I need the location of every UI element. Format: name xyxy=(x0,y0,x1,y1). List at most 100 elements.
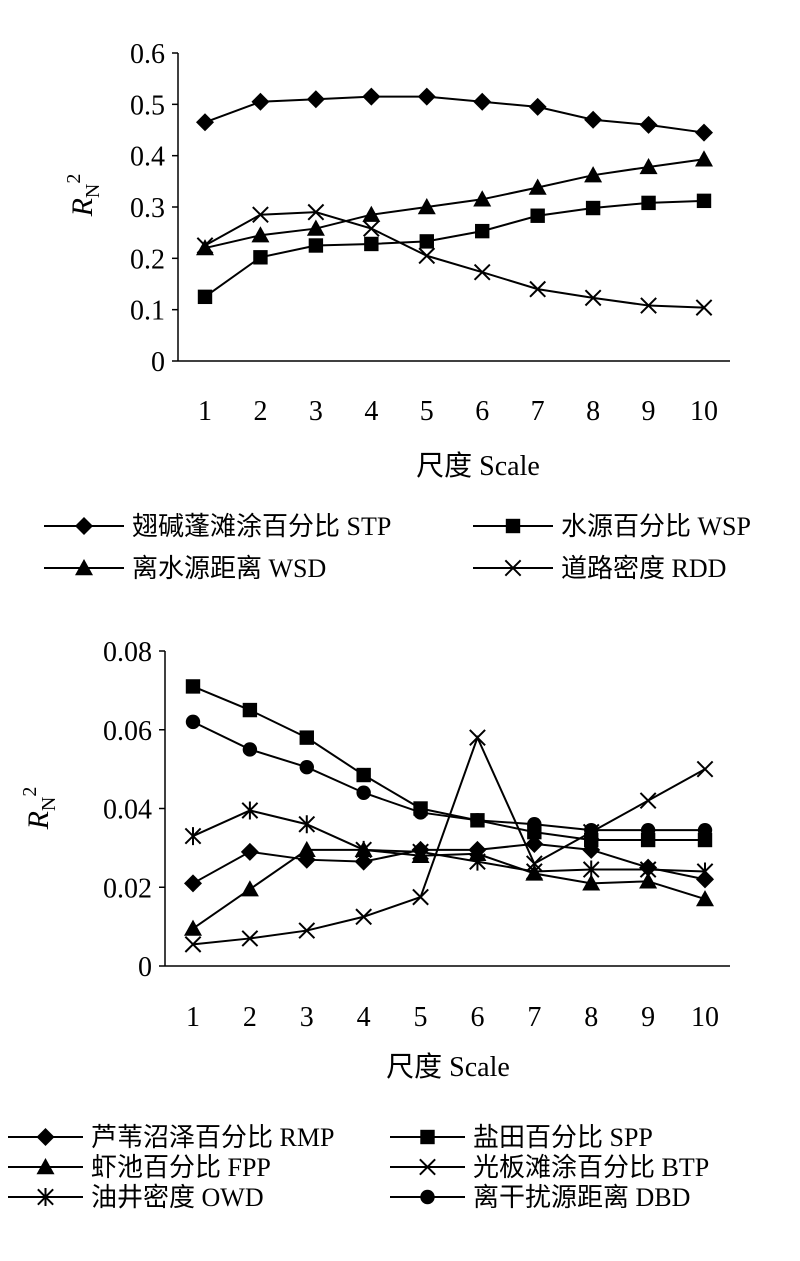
data-point xyxy=(242,742,258,757)
x-tick-label: 2 xyxy=(253,396,267,427)
legend-label: 光板滩涂百分比 BTP xyxy=(473,1153,709,1182)
data-point xyxy=(639,792,657,809)
y-axis-label-main: R xyxy=(66,198,99,217)
legend-label: 离水源距离 WSD xyxy=(132,554,326,583)
x-tick-label: 4 xyxy=(364,396,378,427)
y-tick-label: 0.2 xyxy=(130,244,165,275)
data-point-shape xyxy=(528,97,547,116)
x-tick-label: 3 xyxy=(309,396,323,427)
data-point xyxy=(527,817,542,832)
data-point-shape xyxy=(253,250,268,265)
legend-item: 虾池百分比 FPP xyxy=(8,1153,271,1182)
y-axis-label-sup: 2 xyxy=(63,174,85,184)
data-point xyxy=(184,935,202,953)
data-point xyxy=(253,250,268,265)
data-point-shape xyxy=(185,679,201,694)
data-point-shape xyxy=(584,289,602,307)
data-point xyxy=(184,874,202,893)
data-point xyxy=(412,842,429,861)
data-point-shape xyxy=(696,862,714,881)
y-tick-label: 0.4 xyxy=(130,142,165,173)
legend-label: 道路密度 RDD xyxy=(561,554,726,583)
data-point-shape xyxy=(196,237,214,254)
data-point-shape xyxy=(197,289,213,305)
data-point xyxy=(196,113,214,132)
legend-label: 芦苇沼泽百分比 RMP xyxy=(91,1123,334,1152)
data-point xyxy=(696,862,714,881)
legend-marker xyxy=(420,1129,435,1145)
data-point xyxy=(697,832,713,848)
data-point-shape xyxy=(697,832,713,848)
series-line xyxy=(204,211,705,309)
data-point-shape xyxy=(240,842,259,861)
data-point-shape xyxy=(584,822,599,838)
data-point xyxy=(695,299,713,316)
y-tick-label: 0.04 xyxy=(103,795,152,826)
data-point xyxy=(640,832,656,848)
legend-marker-shape xyxy=(37,1188,54,1206)
data-point-shape xyxy=(696,193,712,209)
data-point xyxy=(307,203,325,221)
legend-marker-shape xyxy=(75,559,93,576)
legend: 芦苇沼泽百分比 RMP 盐田百分比 SPP 虾池百分比 FPP 光板滩涂百分比 BTP… xyxy=(8,1123,709,1212)
data-point-shape xyxy=(639,157,658,175)
data-point-shape xyxy=(473,263,491,281)
data-point xyxy=(470,813,485,828)
data-point-shape xyxy=(639,872,658,889)
data-point-shape xyxy=(307,203,325,221)
data-point-shape xyxy=(362,205,381,222)
data-point-shape xyxy=(417,87,436,106)
data-point-shape xyxy=(355,908,373,926)
data-point xyxy=(252,206,269,224)
data-point-shape xyxy=(184,919,202,936)
legend-item: 翅碱蓬滩涂百分比 STP xyxy=(44,512,391,541)
legend-item: 光板滩涂百分比 BTP xyxy=(390,1153,709,1182)
data-point-shape xyxy=(185,714,201,730)
data-point-shape xyxy=(639,860,657,879)
data-point xyxy=(185,714,201,730)
data-point-shape xyxy=(299,730,314,745)
data-point-shape xyxy=(362,87,381,106)
series-square xyxy=(197,193,712,305)
legend-marker xyxy=(420,1189,435,1205)
series-line xyxy=(204,95,705,134)
data-point-shape xyxy=(585,200,601,216)
data-point-shape xyxy=(469,852,486,871)
data-point-shape xyxy=(306,219,325,236)
data-point-shape xyxy=(298,815,316,834)
x-tick-label: 1 xyxy=(186,1002,200,1033)
series-circle xyxy=(185,714,713,838)
legend-marker xyxy=(37,1188,54,1206)
data-point xyxy=(696,193,712,209)
data-point xyxy=(356,767,371,783)
data-point-shape xyxy=(364,236,379,252)
series-line xyxy=(204,199,705,298)
data-point-shape xyxy=(640,297,657,314)
series-line xyxy=(192,842,706,885)
series-diamond xyxy=(184,834,714,893)
data-point xyxy=(308,238,324,253)
data-point-shape xyxy=(298,922,316,939)
legend-item: 油井密度 OWD xyxy=(8,1183,264,1212)
data-point xyxy=(641,195,656,211)
x-tick-label: 6 xyxy=(475,396,489,427)
data-point-shape xyxy=(299,759,314,775)
data-point xyxy=(299,759,314,775)
legend-marker-shape xyxy=(420,1189,435,1205)
data-point xyxy=(251,226,270,243)
data-point xyxy=(298,922,316,939)
x-tick-label: 9 xyxy=(642,396,656,427)
data-point xyxy=(473,190,492,207)
x-tick-label: 10 xyxy=(690,396,718,427)
legend-marker-shape xyxy=(504,559,522,577)
data-point xyxy=(356,785,371,800)
data-point xyxy=(585,200,601,216)
series-line xyxy=(192,720,705,832)
data-point xyxy=(696,890,714,907)
legend-marker-shape xyxy=(505,518,521,534)
data-point-shape xyxy=(240,880,259,897)
data-point-shape xyxy=(252,206,269,224)
data-point-shape xyxy=(527,817,542,832)
y-axis-label-sup: 2 xyxy=(19,787,41,797)
